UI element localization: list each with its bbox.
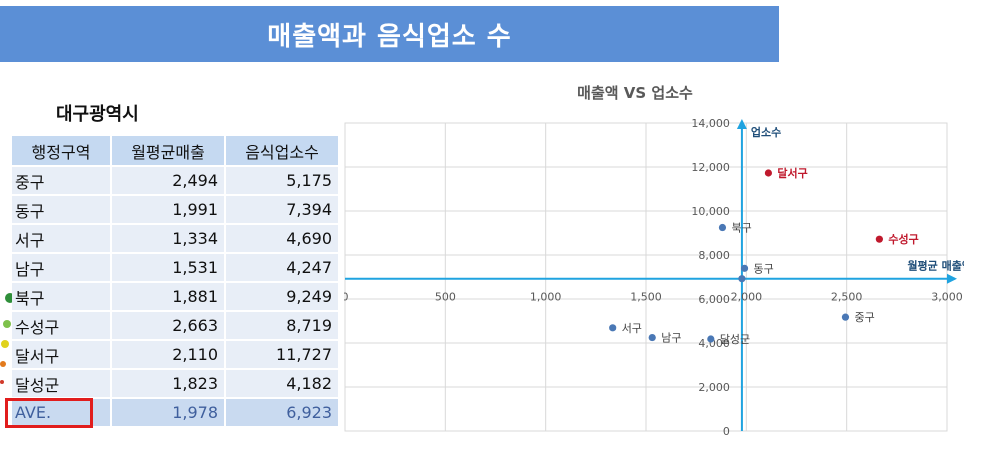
chart-title: 매출액 VS 업소수 [577, 84, 693, 102]
data-point-label: 달성군 [720, 333, 750, 346]
x-tick-label: 2,500 [831, 291, 863, 304]
page-title: 매출액과 음식업소 수 [267, 22, 512, 52]
y-tick-label: 2,000 [698, 381, 730, 394]
data-point [609, 324, 617, 332]
average-label: AVE. [12, 399, 112, 428]
data-point [707, 335, 715, 343]
stores-cell: 5,175 [226, 167, 340, 196]
district-cell: 남구 [12, 254, 112, 283]
title-banner: 매출액과 음식업소 수 [0, 6, 779, 62]
average-sales: 1,978 [112, 399, 226, 428]
data-point [738, 275, 746, 283]
table-row: 서구 1,334 4,690 [12, 225, 340, 254]
stores-cell: 8,719 [226, 312, 340, 341]
table-row: 북구 1,881 9,249 [12, 283, 340, 312]
y-tick-label: 14,000 [691, 117, 730, 130]
data-point-label: 서구 [622, 322, 642, 335]
axes: 월평균 매출액 업소수 [345, 119, 964, 431]
data-point-label: 남구 [661, 332, 681, 345]
scatter-chart: 월평균 매출액 업소수 0 500 1,000 1,500 2,000 2,500 3,000… [344, 117, 964, 438]
y-tick-label: 8,000 [698, 249, 730, 262]
y-tick-label: 4,000 [698, 337, 730, 350]
x-axis-arrow [947, 273, 957, 284]
stores-cell: 11,727 [226, 341, 340, 370]
average-highlight-box [5, 398, 93, 428]
red-dot [0, 380, 4, 384]
district-table: 행정구역 월평균매출 음식업소수 중구 2,494 5,175 동구 1,991… [12, 136, 340, 428]
sales-cell: 1,531 [112, 254, 226, 283]
sales-cell: 1,334 [112, 225, 226, 254]
data-point [718, 223, 727, 232]
sales-cell: 2,110 [112, 341, 226, 370]
sales-cell: 2,663 [112, 312, 226, 341]
y-tick-label: 10,000 [691, 205, 730, 218]
sales-cell: 1,991 [112, 196, 226, 225]
x-axis-title: 월평균 매출액 [907, 259, 964, 273]
y-tick-label: 0 [723, 425, 730, 438]
column-header-sales: 월평균매출 [112, 136, 226, 167]
table-row: 달성군 1,823 4,182 [12, 370, 340, 399]
y-tick-label: 6,000 [698, 293, 730, 306]
table-row: 수성구 2,663 8,719 [12, 312, 340, 341]
table-header-row: 행정구역 월평균매출 음식업소수 [12, 136, 340, 167]
x-tick-label: 0 [344, 291, 349, 304]
data-point-label: 수성구 [888, 232, 918, 246]
orange-dot [0, 361, 6, 367]
yellow-dot [1, 340, 9, 348]
column-header-stores: 음식업소수 [226, 136, 340, 167]
tick-labels: 0 500 1,000 1,500 2,000 2,500 3,000 0 2,000 4,000… [344, 117, 963, 438]
data-point-label: 동구 [754, 262, 774, 275]
y-axis-title: 업소수 [751, 126, 781, 139]
table-row: 달서구 2,110 11,727 [12, 341, 340, 370]
data-point [648, 333, 656, 342]
stores-cell: 9,249 [226, 283, 340, 312]
data-point-label: 달서구 [777, 166, 807, 180]
data-point [841, 313, 850, 321]
sales-cell: 1,823 [112, 370, 226, 399]
district-cell: 북구 [12, 283, 112, 312]
x-tick-label: 2,000 [731, 291, 763, 304]
lime-dot [3, 320, 11, 328]
data-point-label: 북구 [731, 222, 751, 235]
district-cell: 달성군 [12, 370, 112, 399]
table-row: 중구 2,494 5,175 [12, 167, 340, 196]
y-tick-label: 12,000 [691, 161, 730, 174]
data-point [875, 235, 883, 243]
table-row: 남구 1,531 4,247 [12, 254, 340, 283]
stores-cell: 4,690 [226, 225, 340, 254]
data-point-label: 중구 [854, 311, 874, 324]
x-tick-label: 1,000 [530, 291, 562, 304]
stores-cell: 7,394 [226, 196, 340, 225]
stores-cell: 4,247 [226, 254, 340, 283]
region-label: 대구광역시 [56, 104, 139, 125]
average-row: AVE. 1,978 6,923 [12, 399, 340, 428]
district-cell: 동구 [12, 196, 112, 225]
sales-cell: 1,881 [112, 283, 226, 312]
x-tick-label: 500 [435, 291, 456, 304]
district-cell: 중구 [12, 167, 112, 196]
stores-cell: 4,182 [226, 370, 340, 399]
sales-cell: 2,494 [112, 167, 226, 196]
grid-lines [344, 122, 948, 432]
green-dot [5, 293, 14, 303]
x-tick-label: 1,500 [630, 291, 662, 304]
data-point [740, 264, 749, 272]
x-tick-label: 3,000 [931, 291, 963, 304]
district-cell: 서구 [12, 225, 112, 254]
district-cell: 수성구 [12, 312, 112, 341]
average-stores: 6,923 [226, 399, 340, 428]
district-cell: 달서구 [12, 341, 112, 370]
table-row: 동구 1,991 7,394 [12, 196, 340, 225]
data-point [764, 169, 773, 177]
y-axis-arrow [736, 119, 747, 129]
decorative-dots [0, 293, 14, 384]
column-header-district: 행정구역 [12, 136, 112, 167]
